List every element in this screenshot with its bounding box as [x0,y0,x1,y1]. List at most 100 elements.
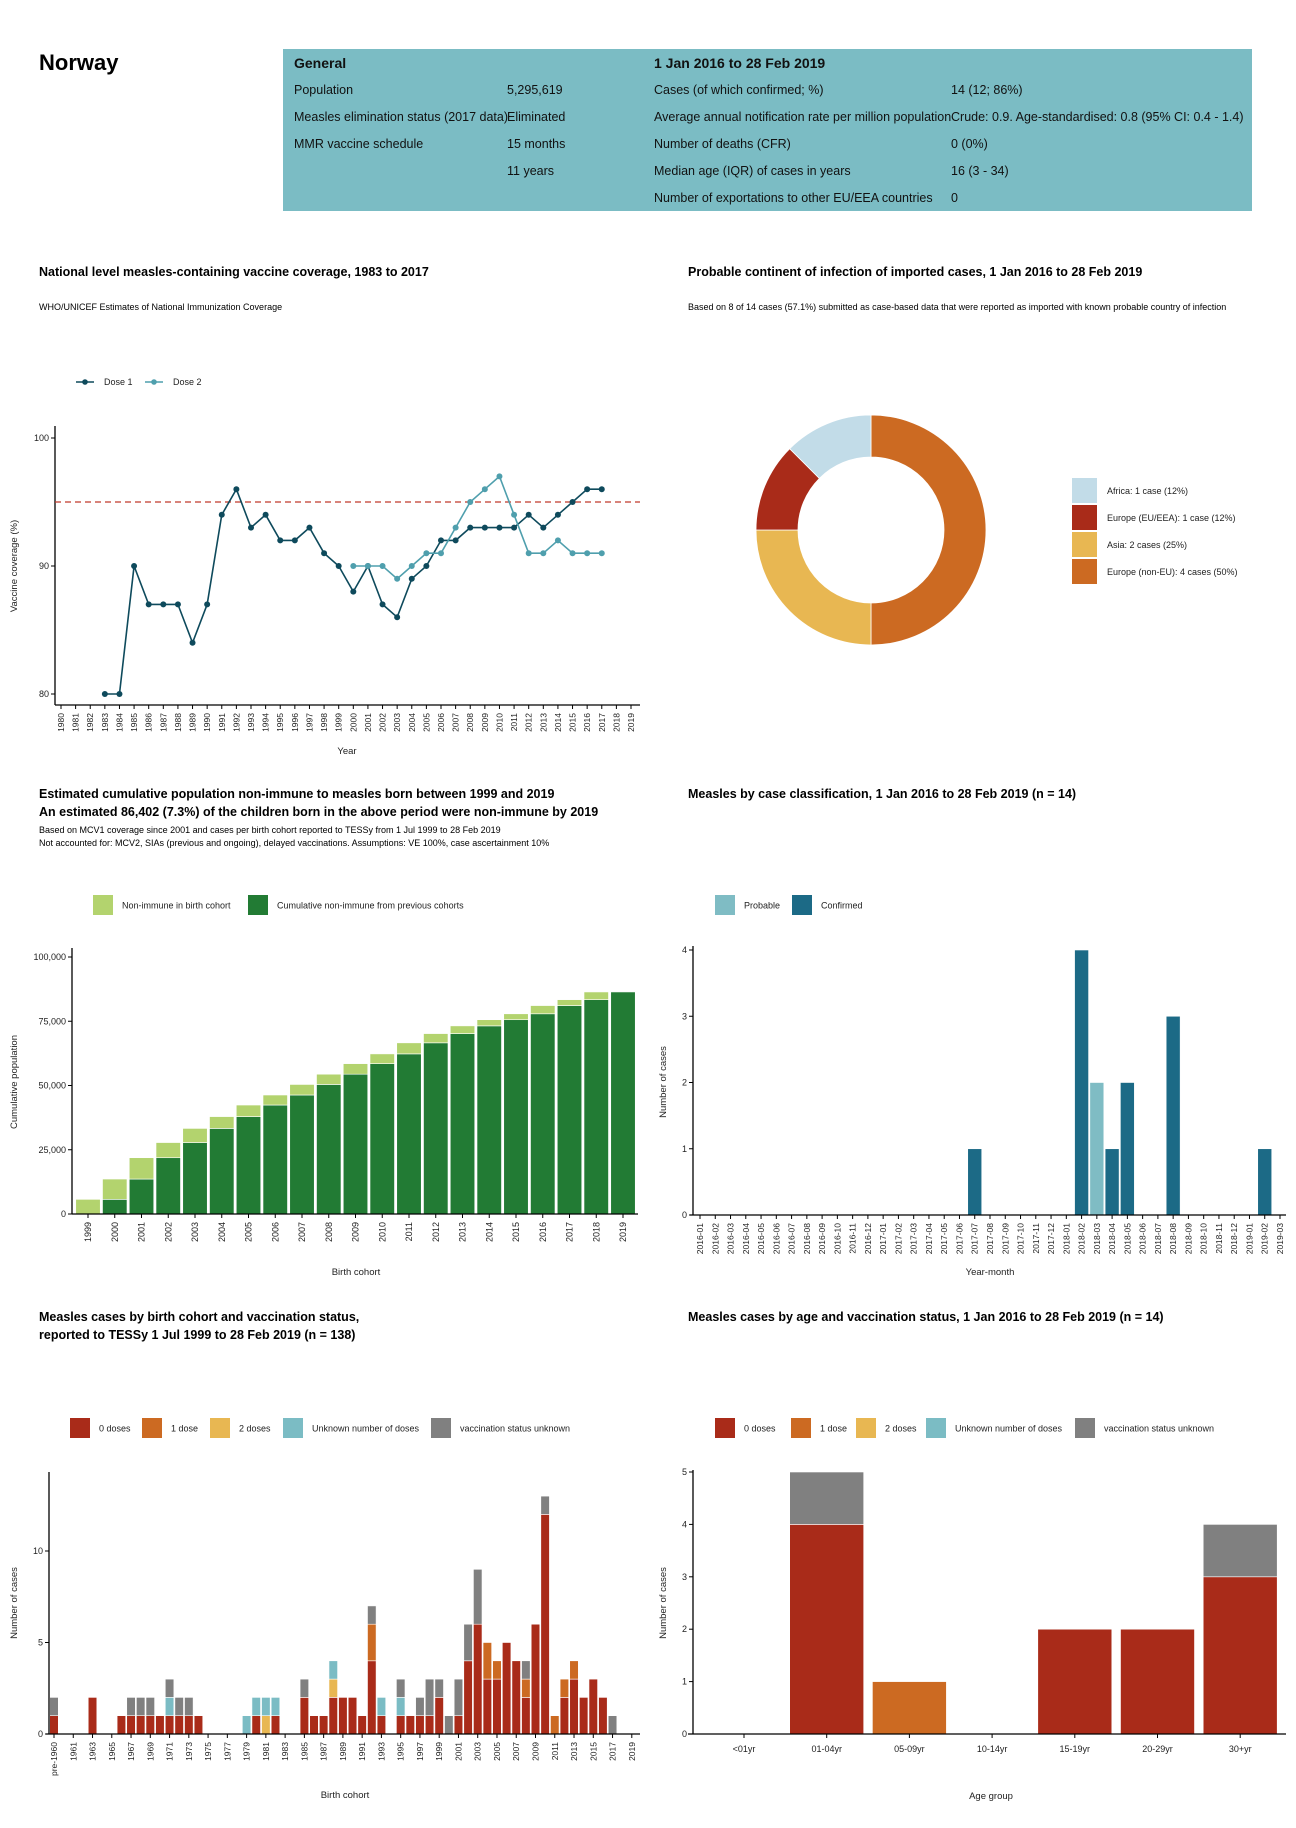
y-tick-label: 3 [682,1011,687,1021]
x-tick-label: 2016-02 [710,1223,720,1254]
x-tick-label: 2001 [453,1742,463,1761]
data-point [379,601,386,608]
x-tick-label: 2016 [582,713,592,732]
bar-segment [155,1715,165,1735]
data-point [569,550,576,557]
bar-segment [367,1660,377,1735]
x-tick-label: 2002 [378,713,388,732]
x-tick-label: 2011 [404,1222,414,1241]
x-tick-label: 20-29yr [1142,1744,1173,1754]
x-tick-label: 2017-03 [909,1223,919,1254]
y-tick-label: 50,000 [38,1081,66,1091]
bar-segment [521,1697,531,1735]
donut-slice [755,529,872,646]
x-tick-label: 2018 [591,1222,601,1242]
data-point [248,524,254,531]
bar-segment [476,1025,502,1215]
bar-segment [182,1142,208,1215]
bar-segment [453,1715,464,1735]
bar-segment [126,1715,136,1735]
x-tick-label: 2017 [608,1742,618,1761]
x-tick-label: 2017-09 [1000,1223,1010,1254]
coverage-chart-subtitle: WHO/UNICEF Estimates of National Immuniz… [39,302,283,312]
data-point [350,588,357,595]
bar-segment [872,1681,947,1735]
bar-segment [342,1073,369,1215]
x-tick-label: 2017 [565,1222,575,1242]
x-tick-label: 1993 [376,1742,386,1761]
y-tick-label: 5 [682,1467,687,1477]
bar-segment [262,1104,288,1215]
x-tick-label: 2016-08 [802,1223,812,1254]
period-label: Number of exportations to other EU/EEA c… [654,191,933,205]
bar-segment [1165,1015,1181,1216]
bar-segment [540,1514,550,1735]
bar-segment [49,1697,59,1717]
bar-segment [492,1660,502,1680]
x-tick-label: 2016-09 [817,1223,827,1254]
x-tick-label: 1987 [319,1742,329,1761]
bar-segment [583,999,609,1215]
data-point [525,550,532,557]
bar-segment [289,1094,315,1215]
data-point [189,639,196,646]
bar-segment [1202,1576,1278,1735]
x-tick-label: 2006 [436,713,446,732]
bar-segment [270,1715,281,1735]
x-tick-label: 2005 [421,713,431,732]
x-tick-label: 1961 [68,1742,78,1761]
x-tick-label: 2018-05 [1122,1223,1132,1254]
bar-segment [182,1128,208,1143]
non-immune-bar-chart: Non-immune in birth cohort Cumulative non… [9,895,638,1278]
data-point [408,563,415,569]
general-value: 5,295,619 [507,83,563,97]
x-tick-label: 1995 [275,713,285,732]
x-tick-label: 2017-05 [939,1223,949,1254]
x-tick-label: 1965 [107,1742,117,1761]
bar-segment [328,1697,338,1735]
x-tick-label: 15-19yr [1060,1744,1091,1754]
x-tick-label: 2017-07 [970,1223,980,1254]
data-point [481,486,488,493]
x-tick-label: 2000 [110,1222,120,1242]
y-tick-label: 0 [61,1209,66,1219]
x-tick-label: 2018-09 [1183,1223,1193,1254]
bar-segment [251,1715,261,1735]
x-tick-label: 01-04yr [811,1744,842,1754]
legend-swatch [248,895,268,915]
x-tick-label: 2017-10 [1016,1223,1026,1254]
bar-segment [126,1697,136,1717]
data-point [174,601,181,608]
general-label: Population [294,83,354,97]
period-value: Crude: 0.9. Age-standardised: 0.8 (95% C… [951,110,1244,124]
x-tick-label: 1996 [290,713,300,732]
x-tick-label: 1990 [202,713,212,732]
x-tick-label: 2018 [611,713,621,732]
y-axis-title: Vaccine coverage (%) [9,520,20,612]
bar-segment [789,1524,865,1735]
y-tick-label: 10 [33,1546,43,1556]
x-tick-label: 1997 [304,713,314,732]
x-tick-label: 2003 [473,1742,483,1761]
general-value: 15 months [507,137,566,151]
data-point [394,614,401,621]
x-tick-label: 1989 [188,713,198,732]
data-point [335,563,342,569]
x-tick-label: 2016-07 [787,1223,797,1254]
x-tick-label: 2015 [568,713,578,732]
x-tick-label: 1985 [129,713,139,732]
x-tick-label: 1984 [114,713,124,732]
bar-segment [598,1697,608,1735]
x-tick-label: 2018-08 [1168,1223,1178,1254]
y-tick-label: 4 [682,1519,687,1529]
legend-swatch [210,1418,230,1438]
age-chart-title: Measles cases by age and vaccination sta… [688,1310,1164,1324]
bar-segment [473,1569,483,1625]
bar-segment [789,1471,865,1525]
y-tick-label: 0 [682,1729,687,1739]
x-tick-label: 2010 [494,713,504,732]
x-tick-label: 2013 [458,1222,468,1242]
bar-segment [235,1116,262,1215]
bar-segment [155,1142,181,1159]
data-point [438,537,444,544]
